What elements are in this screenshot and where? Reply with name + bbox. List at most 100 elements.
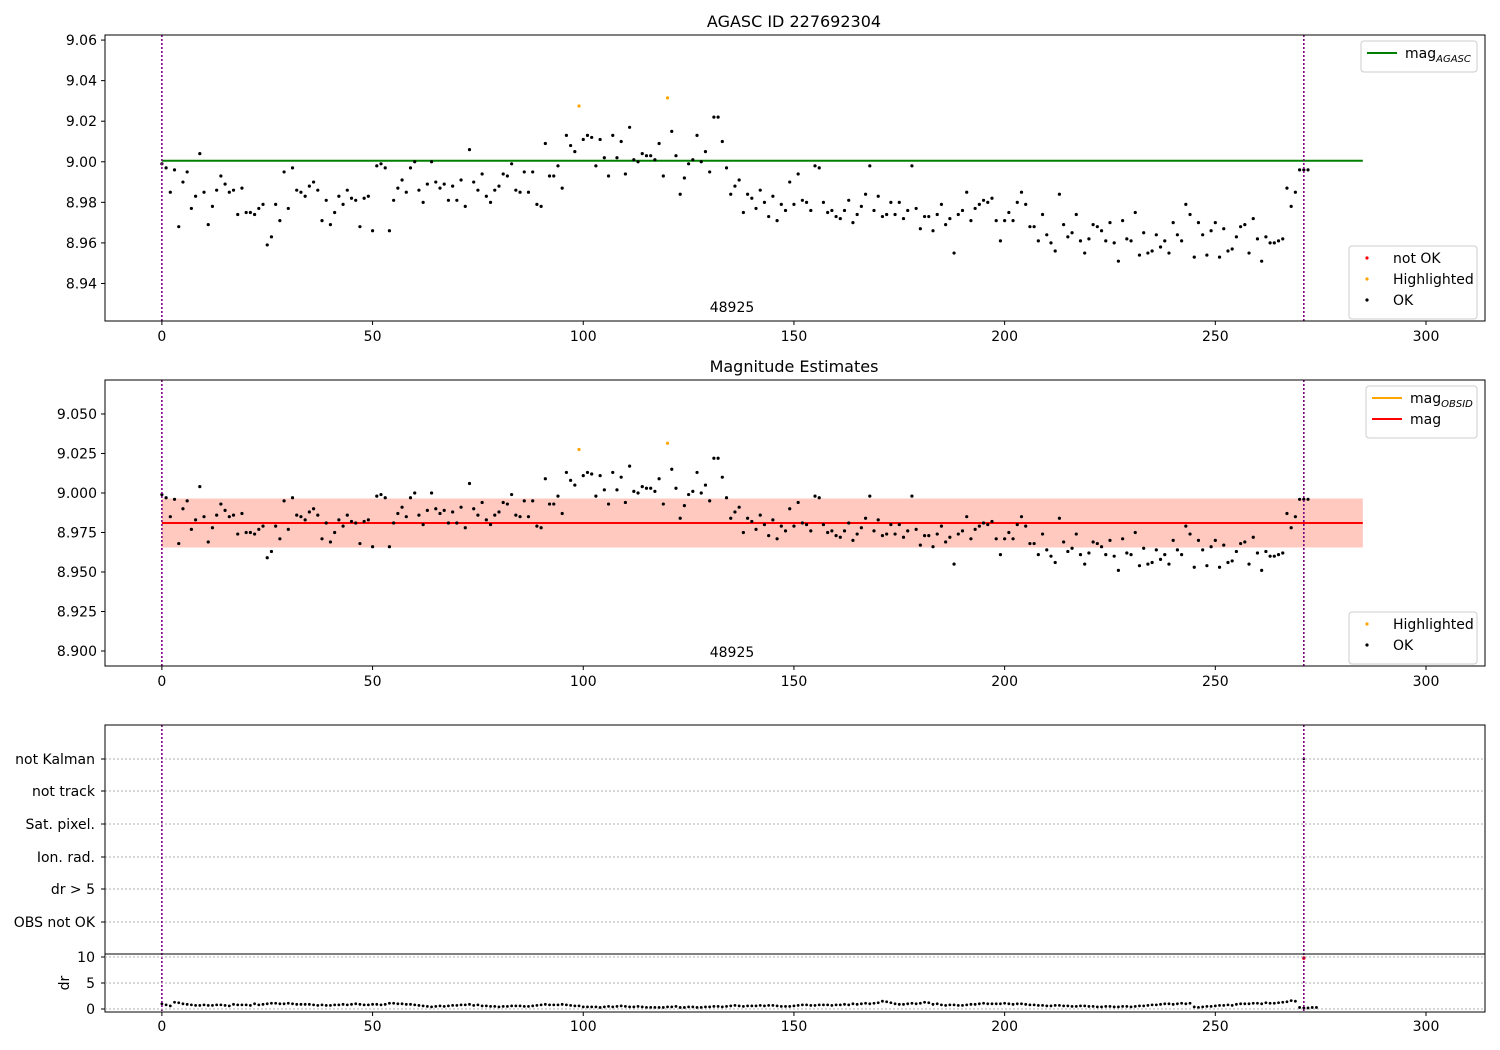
dr-point (493, 1005, 497, 1008)
ok-point (977, 202, 981, 206)
ok-point (480, 172, 484, 176)
ok-point (417, 513, 421, 517)
ok-point (404, 515, 408, 519)
ok-point (282, 499, 286, 503)
dr-point (181, 1002, 185, 1006)
dr-point (1197, 1006, 1200, 1009)
dr-point (674, 1005, 678, 1008)
ok-point (1192, 565, 1196, 569)
y-tick-label: 8.900 (57, 644, 97, 660)
dr-point (375, 1002, 379, 1006)
ok-point (842, 529, 847, 533)
ok-point (1196, 221, 1201, 225)
ok-point (290, 496, 295, 500)
dr-point (1205, 1005, 1209, 1008)
ok-point (1099, 229, 1104, 233)
ok-point (1078, 553, 1083, 557)
ok-point (1255, 551, 1260, 555)
ok-point (606, 502, 611, 506)
ok-point (885, 212, 889, 217)
dr-point (1293, 999, 1297, 1003)
dr-point (695, 1006, 699, 1009)
ok-point (345, 513, 349, 517)
ok-point (1024, 524, 1028, 528)
dr-point (261, 1002, 265, 1006)
ok-point (497, 510, 501, 514)
x-tick-label: 250 (1202, 674, 1229, 690)
ok-point (177, 225, 181, 229)
ok-point (821, 522, 826, 527)
dr-point (1260, 1002, 1264, 1006)
ok-point (383, 496, 387, 500)
dr-point (1277, 1001, 1280, 1005)
ok-point (1112, 554, 1116, 558)
dr-point (1003, 1001, 1007, 1005)
dr-point (1020, 1002, 1023, 1006)
dr-point (1230, 1003, 1234, 1007)
ok-point (556, 164, 560, 168)
ok-point (244, 210, 248, 215)
ok-point (358, 225, 362, 229)
dr-point (1171, 1002, 1175, 1006)
dr-point (358, 1002, 362, 1006)
dr-point (160, 1002, 164, 1006)
ok-point (236, 212, 240, 217)
ok-point (316, 188, 320, 192)
ok-point (712, 115, 716, 119)
ok-point (615, 156, 619, 160)
x-tick-label: 300 (1413, 674, 1440, 690)
legend-marker-swatch (1365, 298, 1369, 302)
dr-point (337, 1003, 341, 1007)
ok-point (307, 184, 311, 188)
ok-point (1074, 532, 1078, 536)
ok-point (185, 170, 189, 174)
legend-label: OK (1393, 638, 1414, 654)
dr-point (232, 1002, 235, 1006)
dr-point (708, 1005, 712, 1009)
ok-point (678, 516, 682, 520)
ok-point (847, 521, 851, 525)
ok-point (362, 196, 366, 200)
ok-point (189, 527, 193, 531)
ok-point (493, 188, 497, 192)
dr-point (573, 1004, 577, 1008)
ok-point (185, 499, 189, 503)
dr-point (1104, 1005, 1108, 1008)
x-tick-label: 0 (157, 1019, 166, 1035)
ok-point (215, 513, 219, 517)
ok-point (392, 198, 396, 202)
ok-point (1171, 221, 1175, 225)
ok-point (1121, 218, 1125, 223)
ok-point (446, 521, 451, 525)
y-tick-label: 9.00 (66, 155, 97, 171)
ok-point (889, 200, 893, 204)
ok-point (1104, 239, 1108, 243)
ok-point (855, 212, 859, 217)
ok-point (1217, 565, 1222, 569)
ok-point (1281, 551, 1285, 555)
ok-point (421, 522, 425, 527)
ok-point (729, 516, 733, 520)
ok-point (1066, 549, 1070, 554)
dr-point (333, 1003, 337, 1007)
ok-point (1285, 186, 1289, 190)
ok-point (1209, 545, 1213, 549)
ok-point (252, 532, 257, 536)
dr-point (897, 1002, 901, 1006)
legend-label: not OK (1393, 251, 1441, 267)
dr-point (480, 1004, 484, 1008)
ok-point (977, 524, 981, 528)
ok-point (1019, 515, 1024, 519)
dr-point (611, 1005, 615, 1009)
dr-point (784, 1005, 787, 1008)
ok-point (518, 190, 522, 194)
ok-point (1205, 564, 1209, 568)
dr-point (1015, 1002, 1019, 1006)
ok-point (269, 549, 274, 554)
ok-point (628, 125, 632, 129)
ok-point (590, 135, 594, 140)
ok-point (670, 129, 674, 133)
ok-point (1070, 231, 1074, 235)
dr-point (830, 1003, 834, 1007)
ok-point (956, 212, 960, 217)
